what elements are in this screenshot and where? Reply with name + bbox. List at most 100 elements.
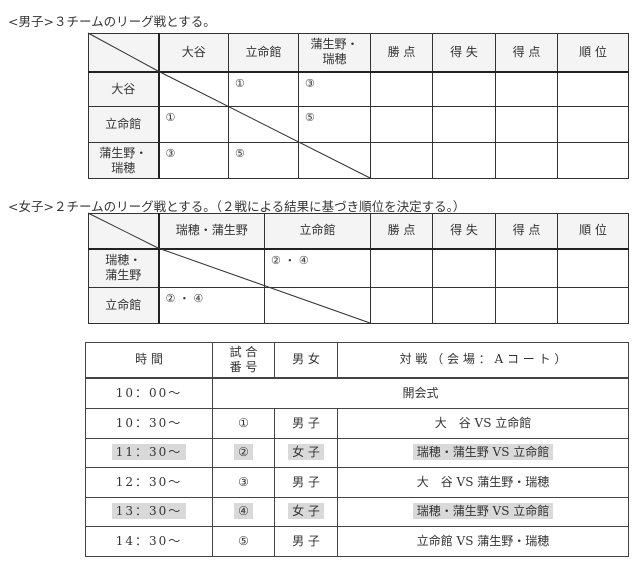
schedule-row: 12：30～ ③ 男 子 大 谷 VS 蒲生野・瑞穂 — [85, 467, 629, 498]
men-result-cell — [557, 71, 629, 107]
matchup-text: 瑞穂・蒲生野 VS 立命館 — [412, 444, 554, 461]
gender-cell: 女 子 — [274, 496, 338, 527]
women-result-cell — [557, 287, 629, 324]
women-team-name: 立命館 — [88, 287, 160, 324]
men-result-cell: ③ — [298, 71, 371, 107]
time-cell: 13：30～ — [85, 496, 213, 527]
women-column-header: 勝 点 — [370, 213, 433, 250]
women-league-caption: <女子>２チームのリーグ戦とする。（２戦による結果に基づき順位を決定する。） — [8, 199, 466, 214]
men-column-header: 得 点 — [495, 33, 558, 73]
match-number-cell: ④ — [212, 496, 275, 527]
matchup-cell: 瑞穂・蒲生野 VS 立命館 — [337, 496, 629, 527]
women-column-header: 立命館 — [264, 213, 371, 250]
time-text: 10：30～ — [115, 415, 183, 430]
schedule-row: 14：30～ ⑤ 男 子 立命館 VS 蒲生野・瑞穂 — [85, 526, 629, 557]
men-result-cell — [557, 142, 629, 179]
match-number-text: ④ — [234, 503, 253, 520]
schedule-row: 10：30～ ① 男 子 大 谷 VS 立命館 — [85, 408, 629, 439]
opening-ceremony-row: 10：00～ 開会式 — [85, 377, 629, 409]
men-result-cell: ⑤ — [228, 142, 299, 179]
schedule-column-header: 男 女 — [274, 342, 338, 379]
men-result-cell — [228, 106, 299, 143]
women-team-name: 瑞穂・ 蒲生野 — [88, 248, 160, 288]
match-number-text: ⑤ — [238, 533, 249, 548]
time-text: 13：30～ — [111, 503, 187, 520]
women-header-row: 瑞穂・蒲生野 立命館勝 点得 失得 点順 位 — [88, 213, 629, 250]
women-column-header: 得 点 — [495, 213, 558, 250]
women-column-header: 順 位 — [557, 213, 629, 250]
men-result-cell — [370, 106, 433, 143]
gender-cell: 男 子 — [274, 526, 338, 557]
men-team-name: 立命館 — [88, 106, 160, 143]
gender-cell: 男 子 — [274, 408, 338, 439]
match-schedule-table: 時 間試 合 番 号男 女対 戦 （ 会 場 ： A コ ー ト ） 10：00～… — [85, 342, 629, 557]
schedule-column-header: 対 戦 （ 会 場 ： A コ ー ト ） — [337, 342, 629, 379]
men-result-cell — [370, 142, 433, 179]
time-cell: 14：30～ — [85, 526, 213, 557]
match-number-text: ③ — [238, 474, 249, 489]
women-result-cell — [495, 248, 558, 288]
gender-cell: 女 子 — [274, 437, 338, 468]
women-column-header: 得 失 — [432, 213, 496, 250]
match-number-text: ① — [238, 415, 249, 430]
women-result-cell — [432, 287, 496, 324]
men-corner-cell — [88, 33, 160, 73]
men-team-name: 大谷 — [88, 71, 160, 107]
men-result-cell — [432, 142, 496, 179]
matchup-cell: 大 谷 VS 蒲生野・瑞穂 — [337, 467, 629, 498]
women-result-cell: ② ・ ④ — [158, 287, 265, 324]
gender-text: 女 子 — [288, 503, 324, 520]
women-result-cell — [370, 248, 433, 288]
men-result-cell — [370, 71, 433, 107]
men-result-cell: ⑤ — [298, 106, 371, 143]
women-result-cell — [264, 287, 371, 324]
women-league-table: 瑞穂・蒲生野 立命館勝 点得 失得 点順 位瑞穂・ 蒲生野 ② ・ ④ 立命館 ② ・ … — [88, 213, 629, 324]
match-number-cell: ⑤ — [212, 526, 275, 557]
schedule-header-row: 時 間試 合 番 号男 女対 戦 （ 会 場 ： A コ ー ト ） — [85, 342, 629, 379]
men-result-cell — [298, 142, 371, 179]
schedule-row: 11：30～ ② 女 子 瑞穂・蒲生野 VS 立命館 — [85, 437, 629, 468]
match-number-cell: ① — [212, 408, 275, 439]
women-result-cell — [495, 287, 558, 324]
men-team-name: 蒲生野・ 瑞穂 — [88, 142, 160, 179]
men-column-header: 立命館 — [228, 33, 299, 73]
men-column-header: 大谷 — [158, 33, 229, 73]
gender-text: 男 子 — [292, 474, 320, 489]
men-result-cell — [557, 106, 629, 143]
time-cell: 10：30～ — [85, 408, 213, 439]
gender-text: 男 子 — [292, 415, 320, 430]
men-team-row: 大谷 ① ③ — [88, 71, 629, 107]
women-result-cell — [370, 287, 433, 324]
men-result-cell — [495, 71, 558, 107]
women-result-cell — [432, 248, 496, 288]
match-number-text: ② — [234, 444, 253, 461]
men-header-row: 大谷 立命館 蒲生野・ 瑞穂勝 点得 失得 点順 位 — [88, 33, 629, 73]
men-result-cell — [432, 71, 496, 107]
men-result-cell: ③ — [158, 142, 229, 179]
time-text: 12：30～ — [115, 474, 183, 489]
women-result-cell — [557, 248, 629, 288]
men-column-header: 得 失 — [432, 33, 496, 73]
time-cell: 10：00～ — [85, 377, 213, 409]
matchup-cell: 瑞穂・蒲生野 VS 立命館 — [337, 437, 629, 468]
time-text: 14：30～ — [115, 533, 183, 548]
men-result-cell — [495, 142, 558, 179]
matchup-cell: 大 谷 VS 立命館 — [337, 408, 629, 439]
match-number-cell: ③ — [212, 467, 275, 498]
gender-cell: 男 子 — [274, 467, 338, 498]
women-team-row: 瑞穂・ 蒲生野 ② ・ ④ — [88, 248, 629, 288]
women-result-cell — [158, 248, 265, 288]
time-text: 11：30～ — [111, 444, 187, 461]
men-result-cell — [158, 71, 229, 107]
men-result-cell: ① — [158, 106, 229, 143]
women-team-row: 立命館 ② ・ ④ — [88, 287, 629, 324]
men-result-cell: ① — [228, 71, 299, 107]
men-league-table: 大谷 立命館 蒲生野・ 瑞穂勝 点得 失得 点順 位大谷 ① ③ 立命館 ① ⑤ 蒲生野・ 瑞穂… — [88, 33, 629, 179]
time-cell: 12：30～ — [85, 467, 213, 498]
men-team-row: 蒲生野・ 瑞穂 ③ ⑤ — [88, 142, 629, 179]
time-cell: 11：30～ — [85, 437, 213, 468]
women-column-header: 瑞穂・蒲生野 — [158, 213, 265, 250]
schedule-column-header: 試 合 番 号 — [212, 342, 275, 379]
schedule-column-header: 時 間 — [85, 342, 213, 379]
men-result-cell — [432, 106, 496, 143]
